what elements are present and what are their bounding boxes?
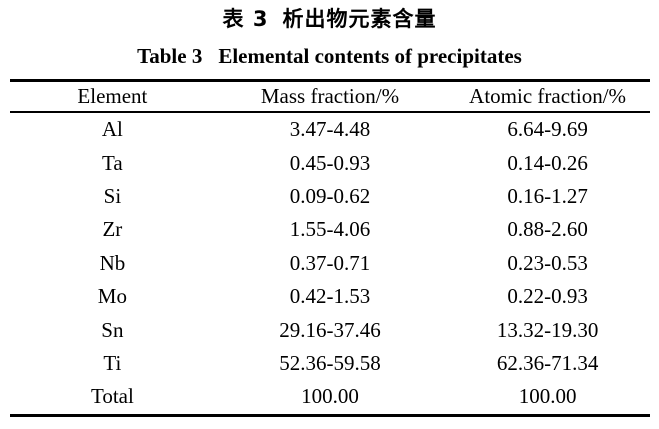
element-cell: Ti: [103, 350, 122, 375]
element-cell: Total: [90, 384, 134, 409]
table-row: Sn 29.16-37.46 13.32-19.30: [10, 313, 650, 346]
atomic-fraction-cell: 0.16-1.27: [507, 183, 588, 208]
mass-fraction-cell: 100.00: [301, 384, 359, 409]
mass-fraction-cell: 1.55-4.06: [289, 217, 371, 242]
mass-fraction-cell: 0.09-0.62: [289, 183, 371, 208]
table-row-total: Total 100.00 100.00: [10, 380, 650, 415]
mass-fraction-cell: 52.36-59.58: [279, 350, 381, 375]
mass-fraction-cell: 0.45-0.93: [289, 150, 371, 175]
column-header-atomic-fraction: Atomic fraction/%: [445, 80, 650, 113]
column-header-element: Element: [10, 80, 215, 113]
table-row: Zr 1.55-4.06 0.88-2.60: [10, 213, 650, 246]
table-row: Si 0.09-0.62 0.16-1.27: [10, 180, 650, 213]
table-caption-english: Table 3 Elemental contents of precipitate…: [0, 44, 659, 69]
table-title-english: Elemental contents of precipitates: [218, 44, 522, 68]
table-caption-chinese: 表 3 析出物元素含量: [0, 3, 659, 33]
element-cell: Ta: [102, 150, 123, 175]
table-row: Mo 0.42-1.53 0.22-0.93: [10, 280, 650, 313]
element-cell: Al: [101, 117, 123, 142]
mass-fraction-cell: 29.16-37.46: [279, 317, 381, 342]
atomic-fraction-cell: 0.23-0.53: [507, 250, 588, 275]
table-row: Ti 52.36-59.58 62.36-71.34: [10, 347, 650, 380]
elemental-contents-table: Element Mass fraction/% Atomic fraction/…: [10, 79, 650, 417]
table-number-english: Table 3: [137, 44, 203, 68]
atomic-fraction-cell: 0.88-2.60: [507, 217, 588, 242]
table-number-chinese: 表 3: [222, 7, 269, 31]
atomic-fraction-cell: 6.64-9.69: [507, 117, 588, 142]
table-row: Al 3.47-4.48 6.64-9.69: [10, 112, 650, 146]
mass-fraction-cell: 0.42-1.53: [289, 284, 371, 309]
atomic-fraction-cell: 13.32-19.30: [496, 317, 599, 342]
table-title-chinese: 析出物元素含量: [282, 7, 437, 31]
table-header-row: Element Mass fraction/% Atomic fraction/…: [10, 80, 650, 113]
atomic-fraction-cell: 0.22-0.93: [507, 284, 588, 309]
element-cell: Mo: [97, 284, 127, 309]
element-cell: Nb: [99, 250, 126, 275]
mass-fraction-cell: 0.37-0.71: [289, 250, 371, 275]
atomic-fraction-cell: 100.00: [518, 384, 577, 409]
column-header-mass-fraction: Mass fraction/%: [214, 80, 446, 113]
element-cell: Zr: [102, 217, 123, 242]
atomic-fraction-cell: 62.36-71.34: [496, 350, 599, 375]
mass-fraction-cell: 3.47-4.48: [289, 117, 371, 142]
element-cell: Si: [103, 183, 122, 208]
table-row: Nb 0.37-0.71 0.23-0.53: [10, 247, 650, 280]
table-row: Ta 0.45-0.93 0.14-0.26: [10, 146, 650, 179]
atomic-fraction-cell: 0.14-0.26: [507, 150, 588, 175]
element-cell: Sn: [101, 317, 124, 342]
